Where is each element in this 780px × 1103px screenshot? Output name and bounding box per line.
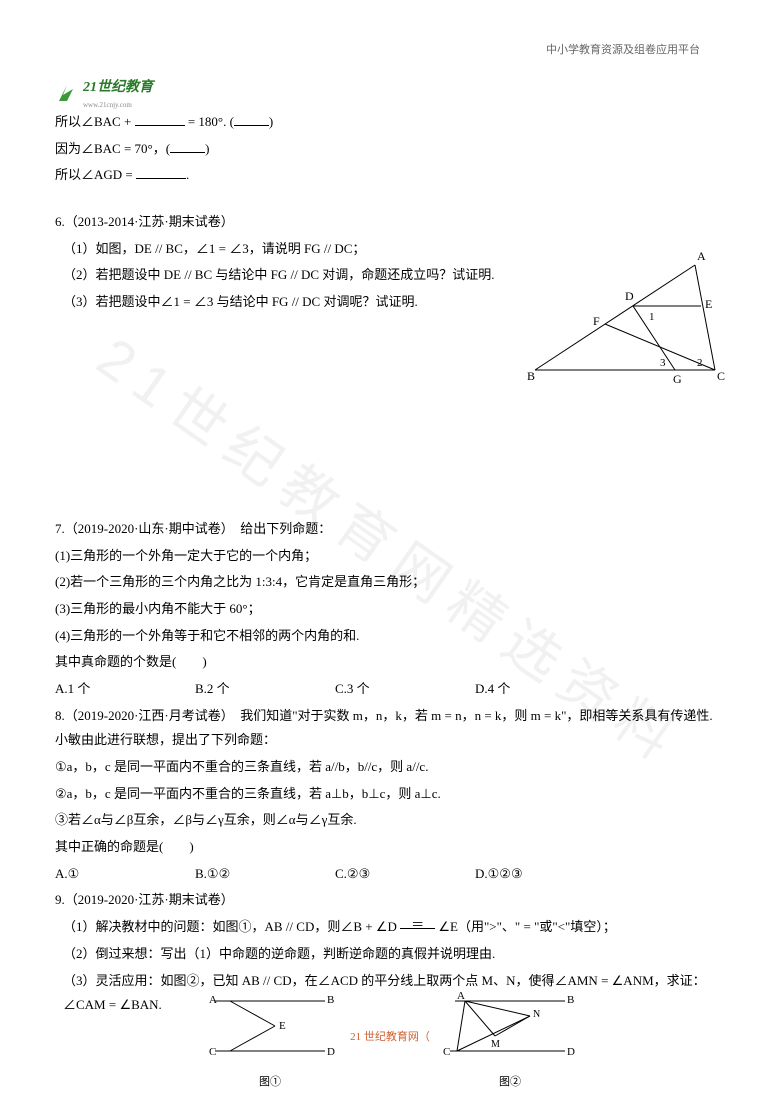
svg-text:G: G bbox=[673, 372, 682, 386]
fill-line-2: 因为∠BAC = 70°，() bbox=[55, 137, 725, 162]
q9-figure-2: A B C D M N bbox=[435, 991, 585, 1061]
q9-p2: （2）倒过来想：写出（1）中命题的逆命题，判断逆命题的真假并说明理由. bbox=[55, 942, 725, 967]
text: ) bbox=[269, 114, 273, 129]
svg-text:C: C bbox=[443, 1046, 450, 1058]
logo-main-text: 21世纪教育 bbox=[83, 80, 153, 95]
svg-text:A: A bbox=[697, 249, 706, 263]
fill-line-3: 所以∠AGD = . bbox=[55, 163, 725, 188]
q7-l3: (3)三角形的最小内角不能大于 60°； bbox=[55, 597, 725, 622]
q9-figure-1: A B C D E bbox=[195, 991, 345, 1061]
fig2-label: 图② bbox=[435, 1072, 585, 1093]
q8-l1: ①a，b，c 是同一平面内不重合的三条直线，若 a//b，b//c，则 a//c… bbox=[55, 755, 725, 780]
q7-options: A.1 个 B.2 个 C.3 个 D.4 个 bbox=[55, 677, 725, 702]
q8-l2: ②a，b，c 是同一平面内不重合的三条直线，若 a⊥b，b⊥c，则 a⊥c. bbox=[55, 782, 725, 807]
svg-text:B: B bbox=[527, 369, 535, 383]
q9-blank-content: ＝ bbox=[411, 917, 424, 932]
q7-title: 7.（2019-2020·山东·期中试卷） 给出下列命题： bbox=[55, 517, 725, 542]
q8-opt-d: D.①②③ bbox=[475, 862, 615, 887]
svg-text:1: 1 bbox=[649, 311, 655, 323]
q7-opt-d: D.4 个 bbox=[475, 677, 615, 702]
svg-text:F: F bbox=[593, 314, 600, 328]
q7-opt-b: B.2 个 bbox=[195, 677, 335, 702]
q8-options: A.① B.①② C.②③ D.①②③ bbox=[55, 862, 725, 887]
footer-text: 21 世纪教育网（ bbox=[350, 1027, 430, 1048]
text: ) bbox=[205, 141, 209, 156]
blank-2 bbox=[234, 112, 269, 126]
blank-1 bbox=[135, 112, 185, 126]
svg-text:M: M bbox=[491, 1039, 500, 1050]
q8-opt-b: B.①② bbox=[195, 862, 335, 887]
q7-stem: 其中真命题的个数是( ) bbox=[55, 650, 725, 675]
svg-text:E: E bbox=[279, 1020, 286, 1032]
svg-text:3: 3 bbox=[660, 357, 666, 369]
logo: 21世纪教育 www.21cnjy.com bbox=[55, 75, 153, 112]
text: （1）解决教材中的问题：如图①，AB // CD，则∠B + ∠D bbox=[63, 919, 400, 934]
q8-opt-a: A.① bbox=[55, 862, 195, 887]
q8-l3: ③若∠α与∠β互余，∠β与∠γ互余，则∠α与∠γ互余. bbox=[55, 808, 725, 833]
text: 因为∠BAC = 70°，( bbox=[55, 141, 170, 156]
page-header-text: 中小学教育资源及组卷应用平台 bbox=[546, 40, 700, 61]
blank-4 bbox=[136, 165, 186, 179]
svg-text:B: B bbox=[327, 994, 334, 1006]
svg-text:C: C bbox=[209, 1046, 216, 1058]
q8-stem: 其中正确的命题是( ) bbox=[55, 835, 725, 860]
q6-title: 6.（2013-2014·江苏·期末试卷） bbox=[55, 210, 725, 235]
svg-text:2: 2 bbox=[697, 357, 703, 369]
svg-text:A: A bbox=[209, 994, 217, 1006]
logo-icon bbox=[55, 81, 79, 105]
svg-text:D: D bbox=[567, 1046, 575, 1058]
text: 所以∠AGD = bbox=[55, 167, 136, 182]
q9-blank: ＝ bbox=[400, 915, 435, 929]
text: = 180°. ( bbox=[185, 114, 234, 129]
fill-line-1: 所以∠BAC + = 180°. () bbox=[55, 110, 725, 135]
q8-opt-c: C.②③ bbox=[335, 862, 475, 887]
svg-text:D: D bbox=[327, 1046, 335, 1058]
svg-text:E: E bbox=[705, 297, 712, 311]
svg-text:D: D bbox=[625, 289, 634, 303]
svg-text:A: A bbox=[457, 991, 465, 1002]
text: . bbox=[186, 167, 189, 182]
blank-3 bbox=[170, 139, 205, 153]
q7-l4: (4)三角形的一个外角等于和它不相邻的两个内角的和. bbox=[55, 624, 725, 649]
q9-p1: （1）解决教材中的问题：如图①，AB // CD，则∠B + ∠D ＝ ∠E（用… bbox=[55, 915, 725, 940]
q7-opt-a: A.1 个 bbox=[55, 677, 195, 702]
q6-figure: A B C D E F G 1 2 3 bbox=[525, 240, 725, 390]
q7-opt-c: C.3 个 bbox=[335, 677, 475, 702]
q7-l1: (1)三角形的一个外角一定大于它的一个内角； bbox=[55, 544, 725, 569]
text: ∠E（用">"、" = "或"<"填空）； bbox=[435, 919, 616, 934]
svg-text:B: B bbox=[567, 994, 574, 1006]
text: 所以∠BAC + bbox=[55, 114, 135, 129]
svg-text:N: N bbox=[533, 1009, 540, 1020]
svg-text:C: C bbox=[717, 369, 725, 383]
q7-l2: (2)若一个三角形的三个内角之比为 1:3:4，它肯定是直角三角形； bbox=[55, 570, 725, 595]
main-content: 所以∠BAC + = 180°. () 因为∠BAC = 70°，() 所以∠A… bbox=[55, 110, 725, 1018]
fig1-label: 图① bbox=[195, 1072, 345, 1093]
q9-title: 9.（2019-2020·江苏·期末试卷） bbox=[55, 888, 725, 913]
q8-title: 8.（2019-2020·江西·月考试卷） 我们知道"对于实数 m，n，k，若 … bbox=[55, 704, 725, 753]
